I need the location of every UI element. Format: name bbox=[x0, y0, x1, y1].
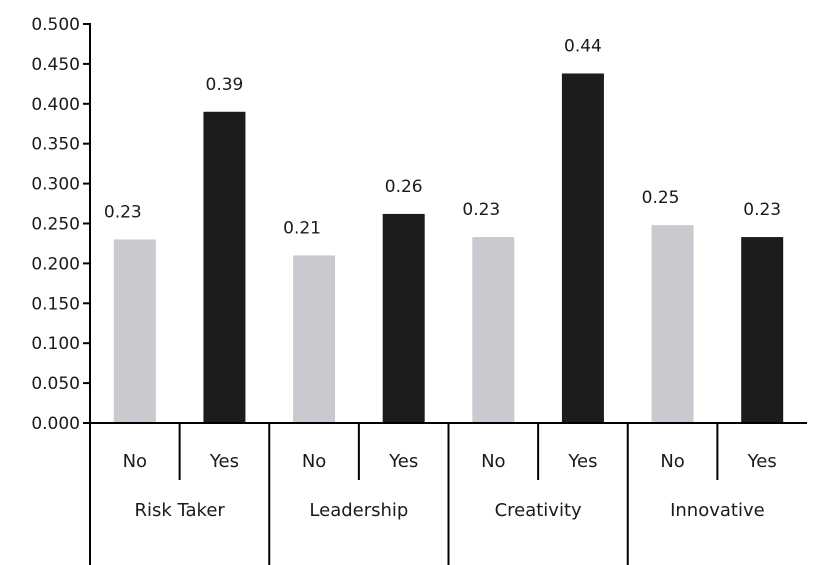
category-label: No bbox=[660, 451, 684, 472]
bar-leadership-yes bbox=[382, 213, 425, 423]
group-label: Innovative bbox=[670, 500, 765, 521]
bar-innovative-yes bbox=[741, 237, 784, 423]
y-tick-label: 0.000 bbox=[31, 414, 80, 434]
category-label: No bbox=[302, 451, 326, 472]
bar-creativity-yes bbox=[561, 73, 604, 423]
y-tick-label: 0.250 bbox=[31, 215, 80, 235]
data-label: 0.39 bbox=[206, 75, 244, 95]
data-label: 0.23 bbox=[104, 202, 142, 222]
y-axis-ticks: 0.000 0.050 0.100 0.150 0.200 0.250 0.300 0.350… bbox=[31, 15, 90, 434]
y-tick-label: 0.150 bbox=[31, 294, 80, 314]
category-label: Yes bbox=[209, 451, 239, 472]
bar-innovative-no bbox=[651, 225, 694, 423]
y-tick-label: 0.500 bbox=[31, 15, 80, 35]
category-labels: No Yes No Yes No Yes No Yes bbox=[123, 451, 777, 472]
bar-risk-taker-yes bbox=[203, 111, 246, 423]
group-label: Risk Taker bbox=[134, 500, 225, 521]
data-label: 0.25 bbox=[642, 188, 680, 208]
data-label: 0.23 bbox=[743, 200, 781, 220]
category-label: Yes bbox=[567, 451, 597, 472]
group-label: Creativity bbox=[495, 500, 582, 521]
y-tick-label: 0.200 bbox=[31, 254, 80, 274]
category-label: Yes bbox=[747, 451, 777, 472]
y-tick-label: 0.450 bbox=[31, 55, 80, 75]
bars bbox=[113, 73, 784, 423]
data-label: 0.23 bbox=[462, 200, 500, 220]
axes bbox=[83, 23, 807, 565]
y-tick-label: 0.300 bbox=[31, 175, 80, 195]
data-label: 0.44 bbox=[564, 36, 602, 56]
y-tick-label: 0.050 bbox=[31, 374, 80, 394]
y-tick-label: 0.100 bbox=[31, 334, 80, 354]
group-label: Leadership bbox=[309, 500, 408, 521]
bar-leadership-no bbox=[293, 255, 336, 423]
data-labels: 0.23 0.39 0.21 0.26 0.23 0.44 0.25 0.23 bbox=[104, 36, 781, 238]
category-label: Yes bbox=[388, 451, 418, 472]
category-label: No bbox=[123, 451, 147, 472]
data-label: 0.21 bbox=[283, 218, 321, 238]
group-labels: Risk Taker Leadership Creativity Innovative bbox=[134, 500, 764, 521]
y-tick-label: 0.400 bbox=[31, 95, 80, 115]
category-label: No bbox=[481, 451, 505, 472]
y-tick-label: 0.350 bbox=[31, 135, 80, 155]
data-label: 0.26 bbox=[385, 177, 423, 197]
bar-creativity-no bbox=[472, 237, 515, 423]
bar-risk-taker-no bbox=[113, 239, 156, 423]
